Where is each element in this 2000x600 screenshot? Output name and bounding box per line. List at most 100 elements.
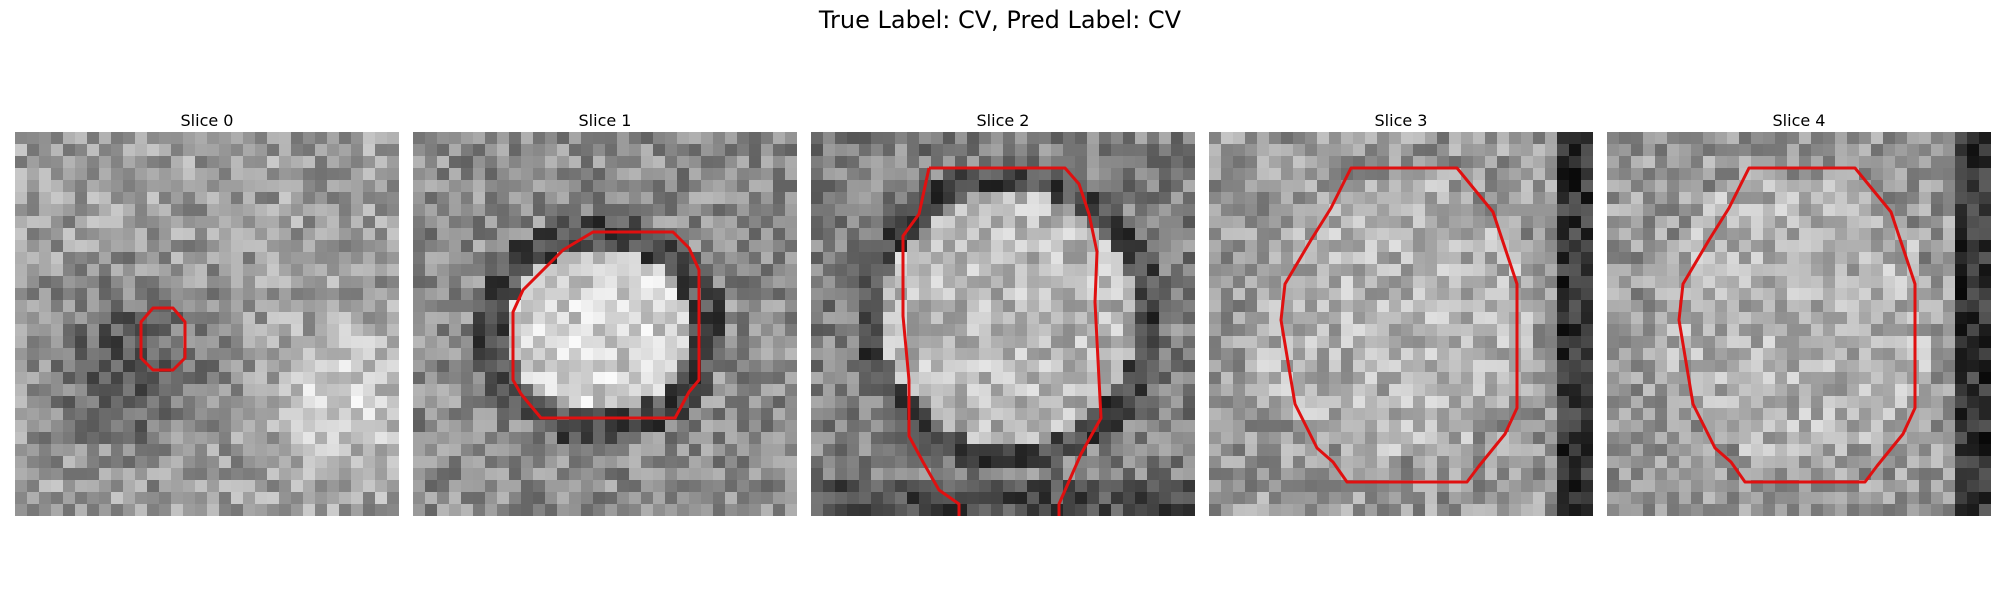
pixel xyxy=(99,444,112,457)
pixel xyxy=(1715,300,1728,313)
pixel xyxy=(665,300,678,313)
pixel xyxy=(303,336,316,349)
pixel xyxy=(99,384,112,397)
pixel xyxy=(1691,192,1704,205)
pixel xyxy=(1003,300,1016,313)
pixel xyxy=(1281,240,1294,253)
pixel xyxy=(1003,216,1016,229)
pixel xyxy=(931,492,944,505)
pixel xyxy=(1775,240,1788,253)
pixel xyxy=(773,204,786,217)
pixel xyxy=(725,492,738,505)
pixel xyxy=(303,168,316,181)
pixel xyxy=(449,468,462,481)
pixel xyxy=(581,156,594,169)
pixel xyxy=(183,360,196,373)
pixel xyxy=(1111,132,1124,145)
pixel xyxy=(1401,252,1414,265)
pixel xyxy=(1569,348,1582,361)
pixel xyxy=(1365,456,1378,469)
pixel xyxy=(895,144,908,157)
pixel xyxy=(895,468,908,481)
pixel xyxy=(75,324,88,337)
pixel xyxy=(1039,216,1052,229)
pixel xyxy=(1135,216,1148,229)
pixel xyxy=(387,468,399,481)
pixel xyxy=(195,420,208,433)
pixel xyxy=(1823,288,1836,301)
pixel xyxy=(1871,264,1884,277)
pixel xyxy=(183,420,196,433)
pixel xyxy=(51,156,64,169)
pixel xyxy=(291,240,304,253)
pixel xyxy=(641,312,654,325)
pixel xyxy=(1521,480,1534,493)
pixel xyxy=(749,228,762,241)
pixel xyxy=(15,192,28,205)
pixel xyxy=(1413,492,1426,505)
pixel xyxy=(919,504,932,516)
pixel xyxy=(231,192,244,205)
pixel xyxy=(1027,396,1040,409)
pixel xyxy=(1823,132,1836,145)
pixel xyxy=(1533,480,1546,493)
pixel xyxy=(1305,396,1318,409)
pixel xyxy=(1329,408,1342,421)
pixel xyxy=(835,264,848,277)
pixel xyxy=(39,444,52,457)
pixel xyxy=(653,180,666,193)
pixel xyxy=(147,156,160,169)
pixel xyxy=(1063,240,1076,253)
pixel xyxy=(39,300,52,313)
pixel xyxy=(99,360,112,373)
pixel xyxy=(1039,252,1052,265)
pixel xyxy=(75,192,88,205)
pixel xyxy=(785,504,797,516)
pixel xyxy=(1111,192,1124,205)
pixel xyxy=(1835,348,1848,361)
pixel xyxy=(1027,384,1040,397)
pixel xyxy=(761,324,774,337)
pixel xyxy=(231,264,244,277)
pixel xyxy=(1727,240,1740,253)
pixel xyxy=(497,312,510,325)
pixel xyxy=(87,492,100,505)
pixel xyxy=(1799,408,1812,421)
pixel xyxy=(749,432,762,445)
pixel xyxy=(1159,492,1172,505)
pixel xyxy=(171,240,184,253)
pixel xyxy=(1847,300,1860,313)
pixel xyxy=(895,216,908,229)
pixel xyxy=(1221,360,1234,373)
pixel xyxy=(871,396,884,409)
pixel xyxy=(581,312,594,325)
pixel xyxy=(1389,240,1402,253)
pixel xyxy=(351,468,364,481)
pixel xyxy=(1557,180,1570,193)
pixel xyxy=(1027,192,1040,205)
pixel xyxy=(1135,132,1148,145)
pixel xyxy=(919,132,932,145)
pixel xyxy=(303,252,316,265)
pixel xyxy=(1075,324,1088,337)
pixel xyxy=(1027,264,1040,277)
pixel xyxy=(871,228,884,241)
pixel xyxy=(1835,336,1848,349)
pixel xyxy=(1147,444,1160,457)
pixel xyxy=(1931,360,1944,373)
pixel xyxy=(219,420,232,433)
pixel xyxy=(1015,324,1028,337)
pixel xyxy=(351,408,364,421)
pixel xyxy=(111,240,124,253)
pixel xyxy=(351,156,364,169)
pixel xyxy=(27,132,40,145)
pixel xyxy=(1269,192,1282,205)
pixel xyxy=(1003,240,1016,253)
pixel xyxy=(677,276,690,289)
pixel xyxy=(1557,300,1570,313)
pixel xyxy=(617,204,630,217)
pixel xyxy=(943,312,956,325)
pixel xyxy=(1943,312,1956,325)
pixel xyxy=(1245,420,1258,433)
pixel xyxy=(1811,372,1824,385)
